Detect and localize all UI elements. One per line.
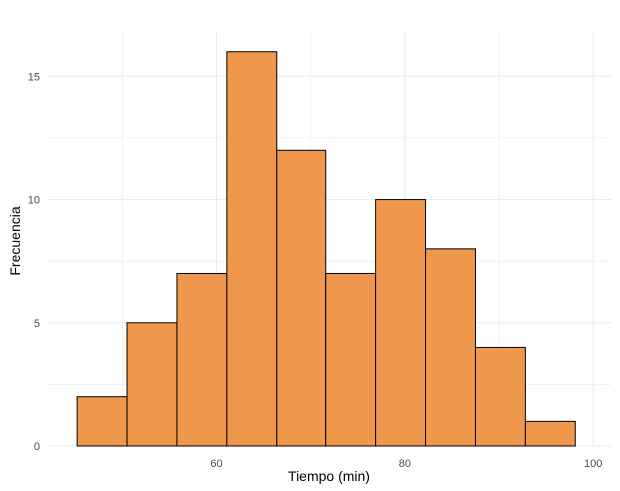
histogram-bar-0 <box>76 396 128 447</box>
histogram-bar-7 <box>425 248 476 447</box>
histogram-bar-3 <box>226 51 278 447</box>
x-axis-title: Tiempo (min) <box>288 468 370 484</box>
histogram-bar-1 <box>126 322 178 447</box>
histogram-bar-4 <box>276 149 327 447</box>
x-tick-label-2: 100 <box>584 458 602 470</box>
y-tick-label-0: 0 <box>34 441 40 453</box>
histogram-bar-6 <box>375 199 427 447</box>
y-tick-label-3: 15 <box>28 71 40 83</box>
x-tick-label-1: 80 <box>399 458 411 470</box>
histogram-bar-2 <box>176 273 228 447</box>
y-tick-labels: 0 5 10 15 <box>28 71 40 453</box>
x-tick-label-0: 60 <box>210 458 222 470</box>
histogram-bars <box>76 51 576 447</box>
y-axis-title: Frecuencia <box>7 206 23 275</box>
y-tick-label-1: 5 <box>34 318 40 330</box>
histogram-bar-5 <box>325 273 377 447</box>
histogram-bar-8 <box>474 346 526 447</box>
x-tick-labels: 60 80 100 <box>210 458 602 470</box>
y-tick-label-2: 10 <box>28 195 40 207</box>
histogram-bar-9 <box>524 420 576 447</box>
